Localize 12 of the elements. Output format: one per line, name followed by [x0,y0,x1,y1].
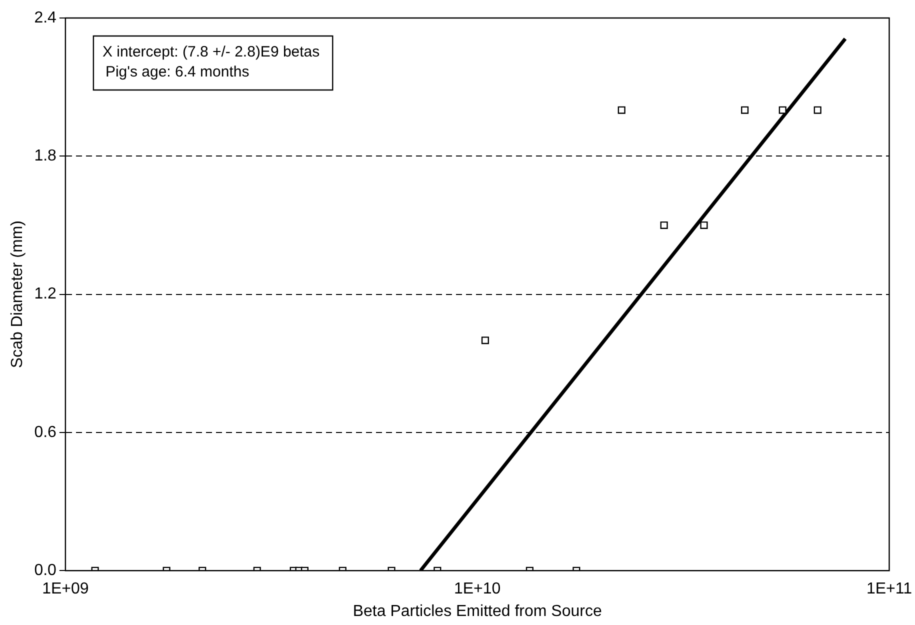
y-tick-label: 1.8 [34,148,57,165]
y-tick-label: 1.2 [34,286,57,303]
annotation: X intercept: (7.8 +/- 2.8)E9 betas [102,44,320,61]
x-axis-title: Beta Particles Emitted from Source [352,602,602,620]
x-tick-label: 1E+10 [454,580,501,598]
x-tick-label: 1E+09 [42,580,89,598]
y-tick-label: 2.4 [34,9,57,26]
x-tick-label: 1E+11 [866,580,912,598]
y-tick-label: 0.0 [34,562,57,580]
y-tick-label: 0.6 [34,424,57,441]
y-axis-title: Scab Diameter (mm) [9,220,26,368]
annotation: Pig's age: 6.4 months [105,64,250,81]
